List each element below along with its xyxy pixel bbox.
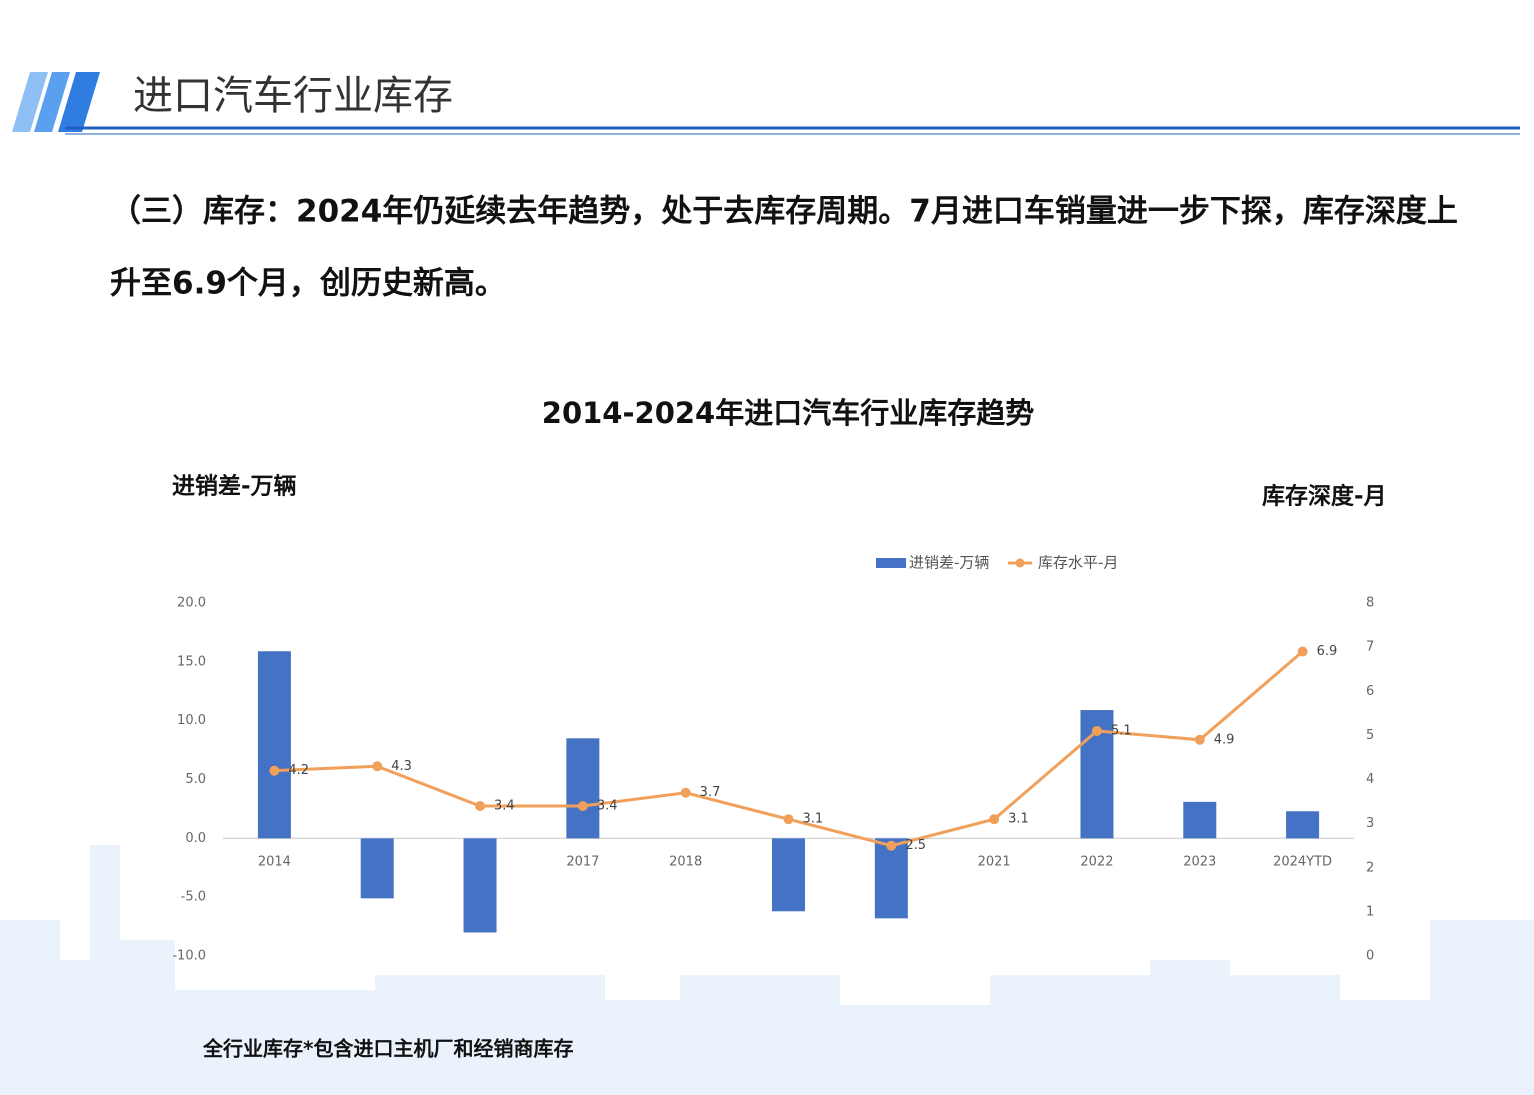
bar	[1286, 811, 1320, 839]
data-label: 3.1	[803, 812, 824, 827]
bar	[463, 838, 497, 933]
y2-tick-label: 4	[1366, 772, 1374, 787]
y2-tick-label: 3	[1366, 816, 1374, 831]
legend-label: 进销差-万辆	[909, 554, 989, 572]
point	[475, 800, 486, 811]
x-tick-label: 2023	[1183, 855, 1216, 870]
point	[269, 765, 280, 776]
logo	[12, 72, 100, 132]
data-label: 4.9	[1214, 732, 1235, 747]
y2-tick-label: 0	[1366, 949, 1374, 964]
point	[886, 840, 897, 851]
data-label: 4.3	[391, 759, 412, 774]
bar	[566, 738, 600, 839]
y2-tick-label: 6	[1366, 684, 1374, 699]
point	[1091, 725, 1102, 736]
x-tick-label: 2024YTD	[1273, 855, 1332, 870]
y-tick-label: -10.0	[172, 949, 206, 964]
skyline	[0, 845, 1534, 1095]
y-axis-title: 进销差-万辆	[172, 473, 297, 500]
y2-tick-label: 5	[1366, 728, 1374, 743]
y-tick-label: 0.0	[185, 831, 206, 846]
legend-swatch	[1015, 558, 1025, 568]
y2-tick-label: 1	[1366, 904, 1374, 919]
x-tick-label: 2022	[1080, 855, 1113, 870]
legend-swatch	[876, 558, 906, 568]
point	[577, 800, 588, 811]
data-label: 5.1	[1111, 723, 1132, 738]
point	[372, 761, 383, 772]
data-label: 3.4	[597, 798, 618, 813]
data-label: 3.4	[494, 798, 515, 813]
x-tick-label: 2017	[566, 855, 599, 870]
bar	[360, 838, 394, 899]
point	[1194, 734, 1205, 745]
data-label: 2.5	[905, 838, 926, 853]
legend-label: 库存水平-月	[1038, 554, 1118, 572]
x-tick-label: 2018	[669, 855, 702, 870]
body-text: 升至6.9个月，创历史新高。	[110, 266, 506, 302]
point	[783, 814, 794, 825]
y-tick-label: 10.0	[177, 713, 206, 728]
chart-title: 2014-2024年进口汽车行业库存趋势	[542, 396, 1034, 430]
header-title: 进口汽车行业库存	[133, 73, 453, 119]
bar	[257, 651, 291, 839]
y2-tick-label: 7	[1366, 640, 1374, 655]
y2-axis-title: 库存深度-月	[1262, 483, 1387, 510]
bar	[1183, 801, 1217, 839]
data-label: 3.7	[700, 785, 721, 800]
footnote: 全行业库存*包含进口主机厂和经销商库存	[202, 1037, 573, 1061]
data-label: 3.1	[1008, 812, 1029, 827]
point	[1297, 646, 1308, 657]
body-text: （三）库存：2024年仍延续去年趋势，处于去库存周期。7月进口车销量进一步下探，…	[110, 194, 1458, 230]
y2-tick-label: 8	[1366, 596, 1374, 611]
y-tick-label: 5.0	[185, 772, 206, 787]
bar	[772, 838, 805, 912]
y-tick-label: -5.0	[181, 890, 206, 905]
y2-tick-label: 2	[1366, 860, 1374, 875]
data-label: 6.9	[1317, 644, 1338, 659]
y-tick-label: 15.0	[177, 654, 206, 669]
point	[680, 787, 691, 798]
data-label: 4.2	[288, 763, 309, 778]
x-tick-label: 2014	[258, 855, 291, 870]
x-tick-label: 2021	[978, 855, 1011, 870]
y-tick-label: 20.0	[177, 596, 206, 611]
bar	[874, 838, 908, 919]
point	[989, 814, 1000, 825]
